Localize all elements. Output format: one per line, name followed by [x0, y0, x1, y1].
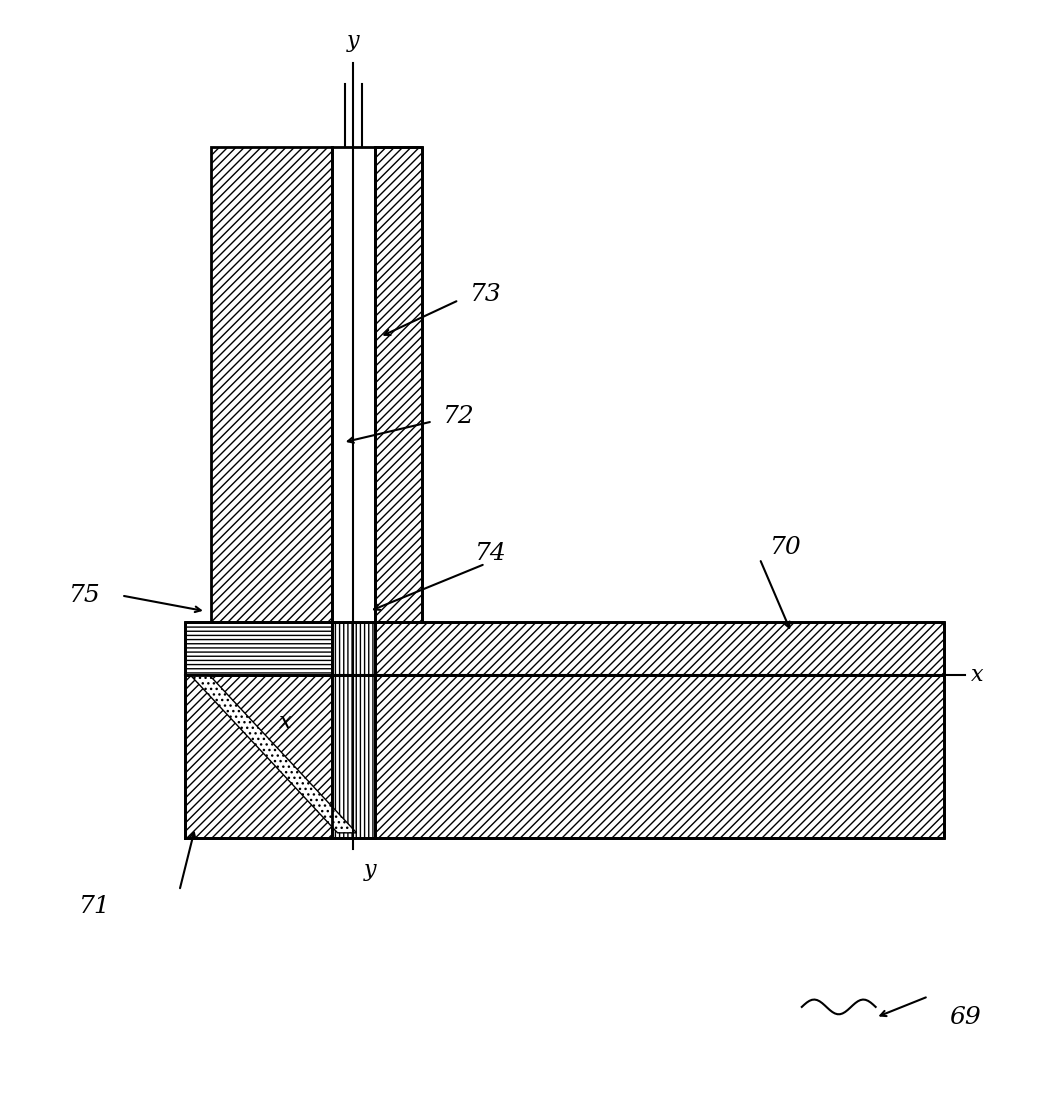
Bar [332, 675, 375, 838]
Bar [375, 621, 944, 675]
Bar [332, 147, 375, 621]
Bar [185, 675, 332, 838]
Text: 74: 74 [475, 541, 506, 564]
Text: 72: 72 [443, 404, 475, 427]
Bar [211, 147, 332, 621]
Polygon shape [190, 675, 357, 833]
Text: 71: 71 [79, 895, 111, 918]
Bar [375, 675, 944, 838]
Text: y: y [347, 31, 360, 53]
Text: x: x [971, 663, 983, 686]
Bar [332, 621, 375, 675]
Bar [185, 621, 332, 675]
Text: x: x [279, 711, 291, 733]
Text: 70: 70 [770, 537, 802, 559]
Text: 75: 75 [69, 584, 100, 607]
Text: 73: 73 [469, 283, 501, 306]
Bar [375, 147, 422, 621]
Text: 69: 69 [950, 1006, 981, 1029]
Text: y: y [364, 859, 377, 881]
